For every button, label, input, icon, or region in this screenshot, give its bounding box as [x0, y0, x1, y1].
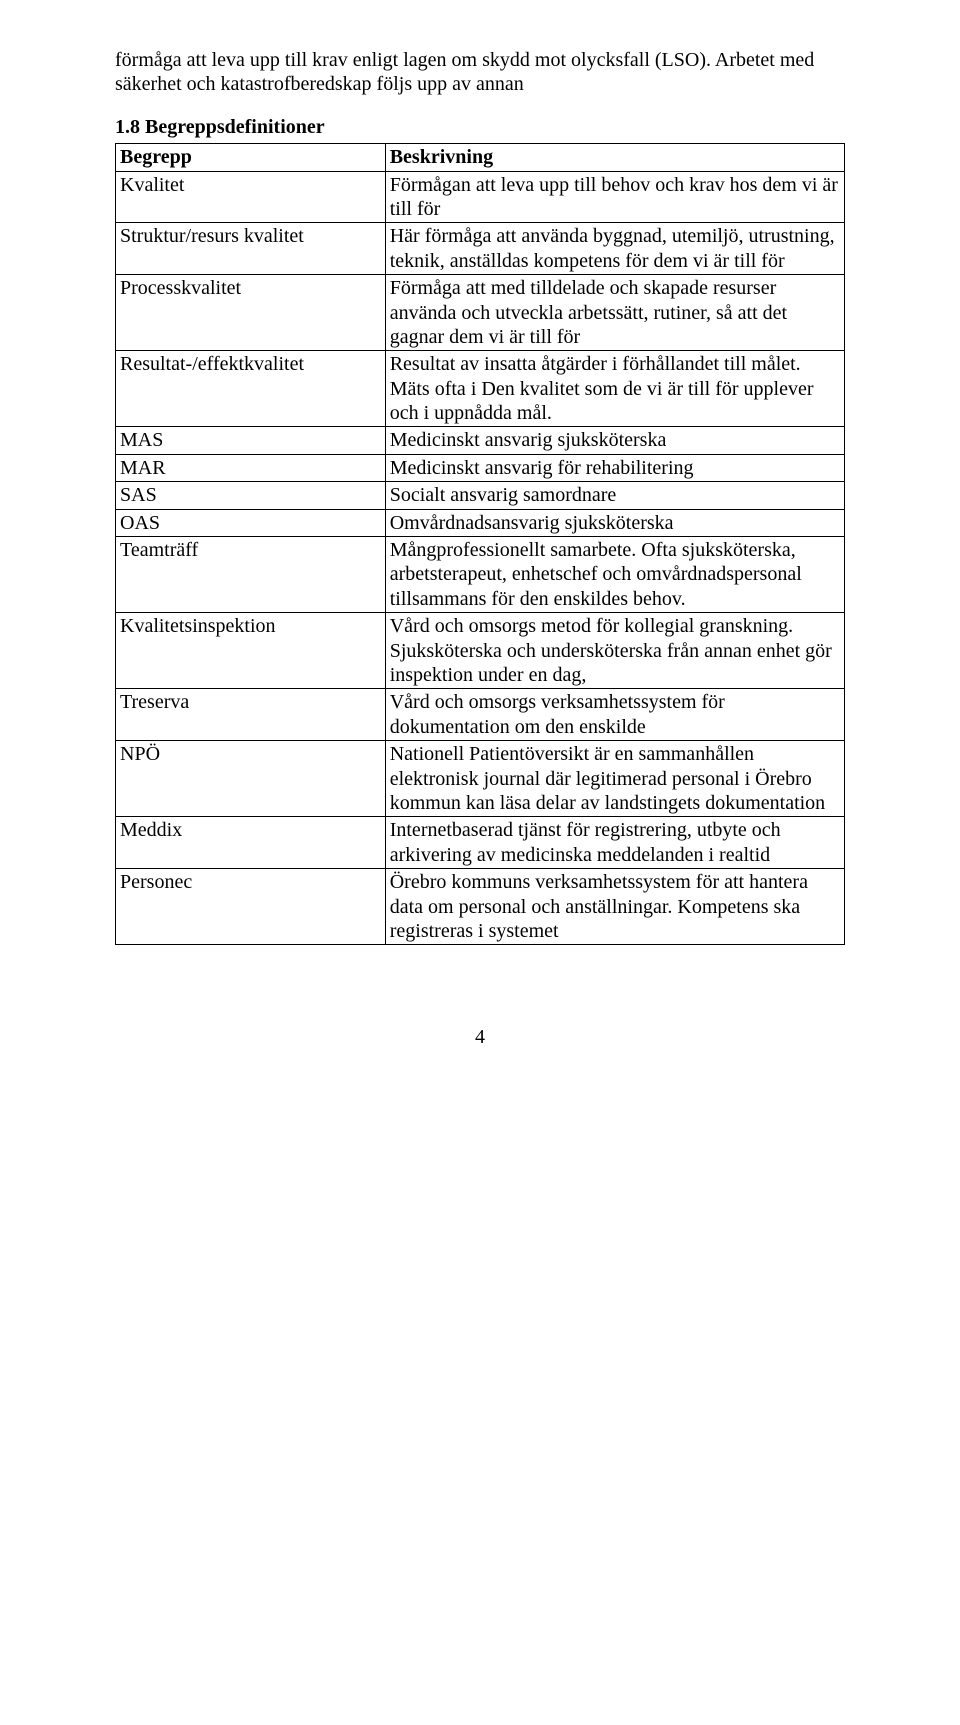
term-cell: Kvalitet [116, 171, 386, 223]
definition-cell: Medicinskt ansvarig sjuksköterska [385, 427, 844, 454]
term-cell: MAR [116, 454, 386, 481]
definition-cell: Resultat av insatta åtgärder i förhållan… [385, 351, 844, 427]
term-cell: Kvalitetsinspektion [116, 613, 386, 689]
definition-cell: Internetbaserad tjänst för registrering,… [385, 817, 844, 869]
definition-cell: Förmåga att med tilldelade och skapade r… [385, 275, 844, 351]
table-row: SASSocialt ansvarig samordnare [116, 482, 845, 509]
term-cell: Struktur/resurs kvalitet [116, 223, 386, 275]
table-row: Struktur/resurs kvalitetHär förmåga att … [116, 223, 845, 275]
table-row: KvalitetsinspektionVård och omsorgs meto… [116, 613, 845, 689]
table-row: KvalitetFörmågan att leva upp till behov… [116, 171, 845, 223]
page-number: 4 [115, 1025, 845, 1049]
definition-cell: Vård och omsorgs verksamhetssystem för d… [385, 689, 844, 741]
definition-cell: Nationell Patientöversikt är en sammanhå… [385, 741, 844, 817]
definition-cell: Mångprofessionellt samarbete. Ofta sjuks… [385, 537, 844, 613]
table-row: MASMedicinskt ansvarig sjuksköterska [116, 427, 845, 454]
table-row: PersonecÖrebro kommuns verksamhetssystem… [116, 869, 845, 945]
intro-paragraph: förmåga att leva upp till krav enligt la… [115, 48, 845, 97]
definition-cell: Örebro kommuns verksamhetssystem för att… [385, 869, 844, 945]
definition-cell: Här förmåga att använda byggnad, utemilj… [385, 223, 844, 275]
term-cell: Meddix [116, 817, 386, 869]
table-header-right: Beskrivning [385, 144, 844, 171]
term-cell: Teamträff [116, 537, 386, 613]
term-cell: NPÖ [116, 741, 386, 817]
table-row: NPÖNationell Patientöversikt är en samma… [116, 741, 845, 817]
term-cell: SAS [116, 482, 386, 509]
definition-cell: Omvårdnadsansvarig sjuksköterska [385, 509, 844, 536]
table-row: TeamträffMångprofessionellt samarbete. O… [116, 537, 845, 613]
definition-cell: Förmågan att leva upp till behov och kra… [385, 171, 844, 223]
definition-cell: Medicinskt ansvarig för rehabilitering [385, 454, 844, 481]
term-cell: OAS [116, 509, 386, 536]
term-cell: Treserva [116, 689, 386, 741]
term-cell: Processkvalitet [116, 275, 386, 351]
term-cell: Resultat-/effektkvalitet [116, 351, 386, 427]
table-header-left: Begrepp [116, 144, 386, 171]
definitions-table: BegreppBeskrivningKvalitetFörmågan att l… [115, 143, 845, 945]
term-cell: Personec [116, 869, 386, 945]
table-row: MARMedicinskt ansvarig för rehabiliterin… [116, 454, 845, 481]
term-cell: MAS [116, 427, 386, 454]
table-row: TreservaVård och omsorgs verksamhetssyst… [116, 689, 845, 741]
section-heading: 1.8 Begreppsdefinitioner [115, 115, 845, 139]
table-row: Resultat-/effektkvalitetResultat av insa… [116, 351, 845, 427]
table-row: MeddixInternetbaserad tjänst för registr… [116, 817, 845, 869]
table-row: OASOmvårdnadsansvarig sjuksköterska [116, 509, 845, 536]
table-row: ProcesskvalitetFörmåga att med tilldelad… [116, 275, 845, 351]
definition-cell: Vård och omsorgs metod för kollegial gra… [385, 613, 844, 689]
definition-cell: Socialt ansvarig samordnare [385, 482, 844, 509]
